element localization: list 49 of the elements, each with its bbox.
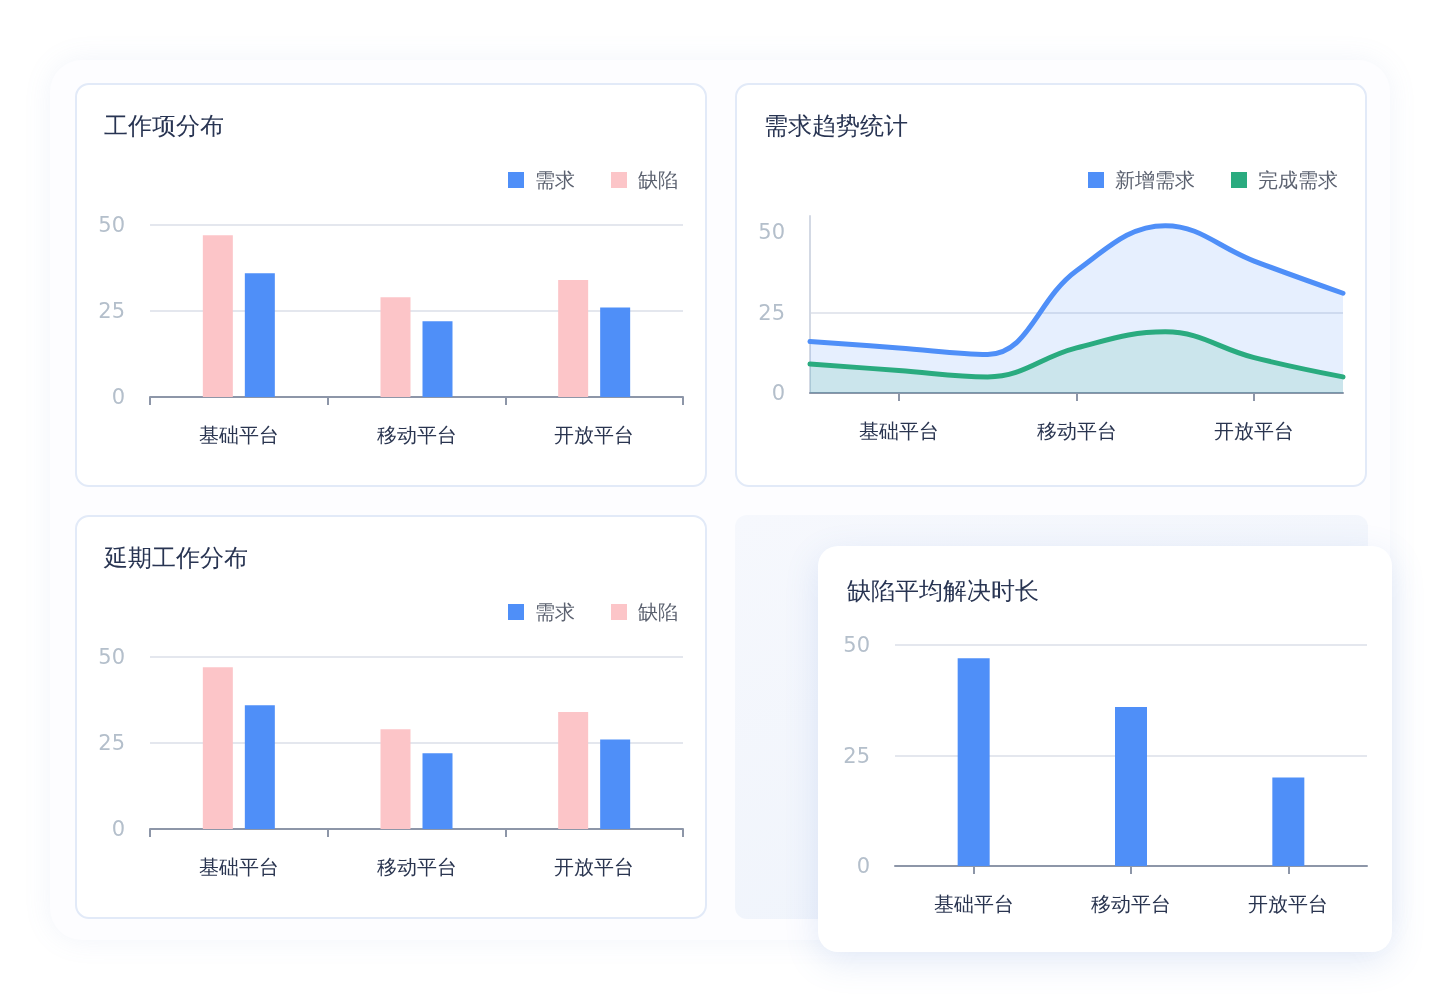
y-tick-label: 50 [758, 220, 785, 245]
legend-label: 完成需求 [1258, 168, 1338, 192]
x-tick-label: 移动平台 [376, 423, 457, 447]
bar [202, 235, 233, 397]
x-tick-label: 移动平台 [1091, 892, 1171, 916]
bar [244, 705, 275, 829]
x-tick-label: 开放平台 [1248, 892, 1329, 916]
y-tick-label: 0 [111, 385, 125, 409]
x-tick-label: 开放平台 [554, 423, 635, 447]
bar [957, 658, 990, 866]
bar [600, 739, 631, 829]
bar [202, 667, 233, 829]
y-tick-label: 0 [856, 854, 870, 878]
y-tick-label: 25 [758, 300, 785, 325]
x-tick-label: 基础平台 [198, 855, 279, 879]
x-tick-label: 基础平台 [198, 423, 279, 447]
chart-title: 工作项分布 [104, 112, 224, 140]
y-tick-label: 25 [98, 731, 125, 755]
bar [558, 280, 589, 397]
x-tick-label: 移动平台 [1036, 419, 1117, 443]
x-tick-label: 开放平台 [1214, 419, 1295, 443]
bar [422, 753, 453, 829]
bar [380, 297, 411, 397]
x-tick-label: 基础平台 [858, 419, 939, 443]
legend-label: 需求 [535, 600, 575, 624]
bar [422, 321, 453, 397]
y-tick-label: 25 [843, 743, 870, 768]
bar [1272, 777, 1305, 866]
y-tick-label: 0 [771, 381, 785, 405]
y-tick-label: 0 [111, 817, 125, 841]
bar [380, 729, 411, 829]
x-tick-label: 开放平台 [554, 855, 635, 879]
bar [558, 712, 589, 829]
chart-title: 需求趋势统计 [764, 112, 908, 140]
y-tick-label: 50 [98, 213, 125, 237]
y-tick-label: 50 [98, 645, 125, 669]
chart-title: 延期工作分布 [103, 544, 248, 572]
legend-label: 新增需求 [1115, 168, 1195, 192]
y-tick-label: 25 [98, 299, 125, 323]
x-tick-label: 基础平台 [933, 892, 1014, 916]
bar [600, 307, 631, 397]
legend-label: 需求 [535, 168, 575, 192]
legend-label: 缺陷 [638, 168, 678, 192]
x-tick-label: 移动平台 [376, 855, 457, 879]
bar [244, 273, 275, 397]
y-tick-label: 50 [843, 633, 870, 657]
chart-title: 缺陷平均解决时长 [847, 577, 1039, 605]
bar [1115, 706, 1147, 866]
legend-label: 缺陷 [638, 600, 678, 624]
